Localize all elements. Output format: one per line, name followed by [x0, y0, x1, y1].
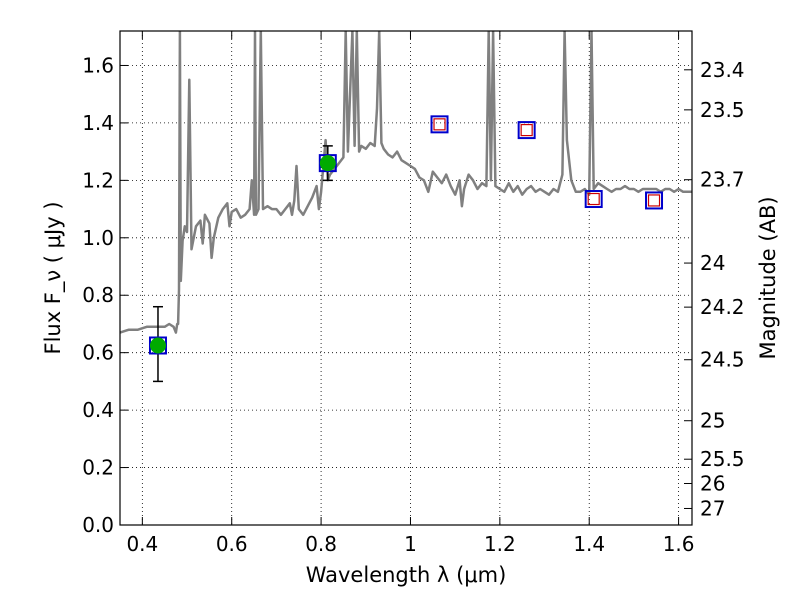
y-tick-label: 0.0	[82, 513, 114, 537]
magnitude-tick-label: 26	[700, 471, 725, 495]
model-photometry-box	[584, 190, 603, 209]
y-tick-label: 0.6	[82, 341, 114, 365]
x-tick-label: 0.8	[305, 532, 337, 556]
y-tick-label: 1.2	[82, 168, 114, 192]
x-tick-label: 1.6	[663, 532, 695, 556]
y-tick-label: 1.0	[82, 226, 114, 250]
x-tick-label: 1.2	[484, 532, 516, 556]
model-photometry-box	[430, 115, 449, 134]
model-photometry-box	[517, 121, 536, 140]
points-layer	[148, 115, 664, 383]
y-axis-label: Flux F_ν ( μJy )	[41, 201, 66, 354]
spectrum-layer	[120, 31, 692, 334]
magnitude-tick-label: 25.5	[700, 447, 745, 471]
y-tick-label: 1.6	[82, 53, 114, 77]
upper-limit-marker	[520, 123, 533, 137]
magnitude-tick-label: 27	[700, 496, 725, 520]
magnitude-tick-label: 24.5	[700, 348, 745, 372]
model-spectrum-line	[120, 31, 692, 334]
y-tick-label: 0.4	[82, 398, 114, 422]
upper-limit-marker	[587, 192, 600, 206]
y-tick-label: 0.8	[82, 283, 114, 307]
upper-limit-marker	[433, 118, 446, 131]
observed-flux-point	[149, 337, 166, 354]
magnitude-axis-label: Magnitude (AB)	[756, 196, 780, 359]
magnitude-tick-label: 23.7	[700, 168, 745, 192]
upper-limit-marker	[647, 194, 661, 207]
y-tick-label: 0.2	[82, 456, 114, 480]
x-tick-label: 0.6	[216, 532, 248, 556]
x-tick-label: 1	[404, 532, 417, 556]
x-tick-label: 0.4	[126, 532, 158, 556]
y-tick-label: 1.4	[82, 111, 114, 135]
grid-layer	[120, 31, 692, 526]
magnitude-tick-label: 23.4	[700, 58, 745, 82]
plot-frame	[119, 30, 693, 526]
magnitude-tick-label: 24.2	[700, 295, 745, 319]
ticks-layer: 0.4 0.6 0.8 1 1.2 1.4 1.6 0.0 0.2 0.4 0.6 0.8 1.0 1.2…	[82, 31, 745, 556]
magnitude-tick-label: 23.5	[700, 98, 745, 122]
x-tick-label: 1.4	[573, 532, 605, 556]
magnitude-tick-label: 24	[700, 251, 725, 275]
model-photometry-box	[645, 191, 664, 210]
magnitude-tick-label: 25	[700, 409, 725, 433]
observed-flux-point	[319, 155, 336, 172]
x-axis-label: Wavelength λ (μm)	[306, 563, 507, 587]
